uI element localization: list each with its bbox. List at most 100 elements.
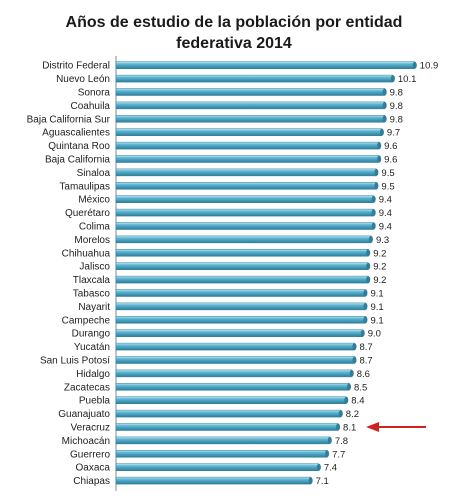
bar (115, 182, 377, 190)
category-label: Puebla (79, 396, 111, 407)
value-label: 9.4 (379, 208, 392, 219)
category-label: Nayarit (78, 302, 110, 313)
value-label: 9.8 (390, 88, 403, 99)
bar-end-cap (374, 168, 379, 176)
bar (115, 302, 366, 311)
value-label: 8.2 (346, 409, 359, 420)
value-label: 9.0 (368, 329, 381, 340)
value-label: 9.6 (384, 141, 397, 152)
bar (115, 423, 339, 431)
bar (115, 383, 350, 391)
bar-end-cap (308, 477, 313, 485)
bar-end-cap (366, 249, 371, 257)
bar (115, 289, 366, 297)
value-label: 8.1 (343, 423, 356, 434)
bar-end-cap (316, 463, 321, 471)
value-label: 9.8 (390, 101, 403, 112)
value-label: 9.2 (373, 248, 386, 259)
bar-end-cap (371, 195, 376, 203)
bar-end-cap (368, 235, 373, 243)
category-label: Guerrero (70, 449, 110, 460)
bar (115, 208, 374, 217)
highlight-arrow (366, 422, 427, 432)
category-label: Nuevo León (56, 74, 110, 85)
bar (115, 436, 331, 445)
value-label: 9.5 (381, 181, 394, 192)
value-label: 10.9 (420, 61, 439, 72)
bar (115, 249, 369, 257)
value-label: 9.8 (390, 114, 403, 125)
bar (115, 275, 369, 284)
bar (115, 356, 355, 364)
arrow-head (366, 422, 380, 432)
bar (115, 222, 374, 230)
value-label: 9.1 (370, 315, 383, 326)
bar (115, 61, 416, 69)
value-label: 9.1 (370, 289, 383, 300)
category-label: Aguascalientes (42, 128, 110, 139)
bar (115, 476, 311, 485)
bar (115, 101, 385, 110)
bar-end-cap (352, 343, 357, 351)
category-labels-group: Distrito Federal Nuevo León Sonora Coahuila… (27, 61, 111, 487)
bar (115, 88, 385, 96)
category-label: Veracruz (71, 423, 110, 434)
bar-end-cap (377, 155, 382, 163)
bar-end-cap (363, 302, 368, 310)
value-label: 9.7 (387, 128, 400, 139)
bars-group (115, 61, 417, 485)
bar (115, 155, 380, 163)
bar-end-cap (344, 396, 349, 404)
category-label: Oaxaca (76, 463, 111, 474)
value-label: 8.5 (354, 382, 367, 393)
bar-end-cap (338, 410, 343, 418)
category-label: Baja California (45, 155, 110, 166)
value-label: 7.4 (324, 463, 337, 474)
category-label: Chihuahua (62, 248, 111, 259)
category-label: Hidalgo (76, 369, 110, 380)
bar-end-cap (412, 61, 417, 69)
value-label: 8.7 (360, 342, 373, 353)
category-label: Coahuila (71, 101, 111, 112)
bar-end-cap (390, 75, 395, 83)
category-label: Colima (79, 222, 111, 233)
bar-end-cap (382, 115, 387, 123)
category-label: Baja California Sur (27, 114, 111, 125)
value-label: 9.4 (379, 222, 392, 233)
bar-end-cap (325, 450, 330, 458)
bar (115, 262, 369, 270)
category-label: Jalisco (79, 262, 110, 273)
bar (115, 329, 363, 337)
bar-end-cap (363, 289, 368, 297)
category-label: Zacatecas (64, 382, 110, 393)
bar-end-cap (363, 316, 368, 324)
bar (115, 115, 385, 123)
bar (115, 195, 374, 203)
category-label: Chiapas (73, 476, 110, 487)
value-labels-group: 10.910.1 9.8 9.8 9.8 9.7 9.6 9.6 9.5 9.5 9.4 9.4 9.… (316, 61, 439, 487)
category-label: Yucatán (74, 342, 110, 353)
bar (115, 396, 347, 404)
value-label: 9.2 (373, 262, 386, 273)
value-label: 9.3 (376, 235, 389, 246)
bar-end-cap (379, 128, 384, 136)
category-label: Morelos (74, 235, 110, 246)
value-label: 9.6 (384, 155, 397, 166)
value-label: 8.7 (360, 356, 373, 367)
bar (115, 74, 394, 83)
bar (115, 316, 366, 324)
category-label: Michoacán (62, 436, 110, 447)
value-label: 9.4 (379, 195, 392, 206)
category-label: San Luis Potosí (40, 356, 110, 367)
category-label: Durango (72, 329, 111, 340)
category-label: Sinaloa (77, 168, 111, 179)
bar-end-cap (347, 383, 352, 391)
category-label: México (78, 195, 110, 206)
category-label: Quintana Roo (48, 141, 110, 152)
bar (115, 409, 342, 418)
bar-end-cap (371, 222, 376, 230)
category-label: Distrito Federal (42, 61, 110, 72)
value-label: 10.1 (398, 74, 417, 85)
bar-end-cap (374, 182, 379, 190)
